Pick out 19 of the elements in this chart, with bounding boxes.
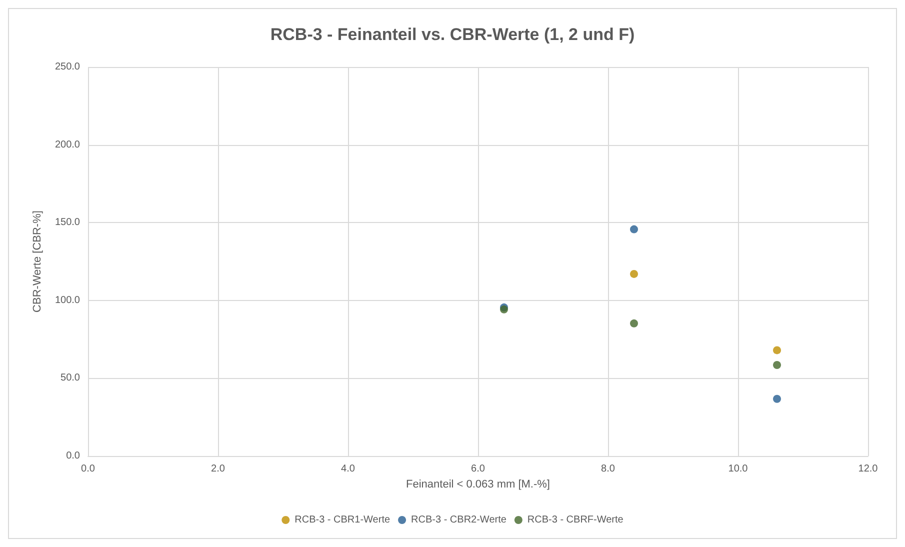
x-tick-label: 0.0 (81, 464, 96, 474)
y-axis-title: CBR-Werte [CBR-%] (32, 210, 44, 312)
x-tick-label: 4.0 (341, 464, 356, 474)
y-tick-label: 50.0 (60, 372, 80, 384)
y-tick-label: 150.0 (54, 217, 80, 228)
legend-label: RCB-3 - CBRF-Werte (527, 514, 624, 526)
x-tick-label: 10.0 (728, 464, 748, 474)
x-tick-label: 12.0 (858, 464, 878, 474)
x-tick-label: 2.0 (211, 464, 226, 474)
x-tick-label: 6.0 (471, 464, 486, 474)
y-tick-label: 0.0 (66, 450, 80, 462)
x-axis-title: Feinanteil < 0.063 mm [M.-%] (406, 478, 550, 490)
x-tick-label: 8.0 (601, 464, 616, 474)
y-tick-label: 250.0 (54, 62, 80, 72)
y-tick-label: 200.0 (54, 139, 80, 150)
legend-label: RCB-3 - CBR1-Werte (294, 514, 390, 526)
chart-title: RCB-3 - Feinanteil vs. CBR-Werte (1, 2 und F) (270, 25, 635, 44)
y-tick-label: 100.0 (54, 294, 80, 306)
legend-label: RCB-3 - CBR2-Werte (411, 514, 507, 526)
